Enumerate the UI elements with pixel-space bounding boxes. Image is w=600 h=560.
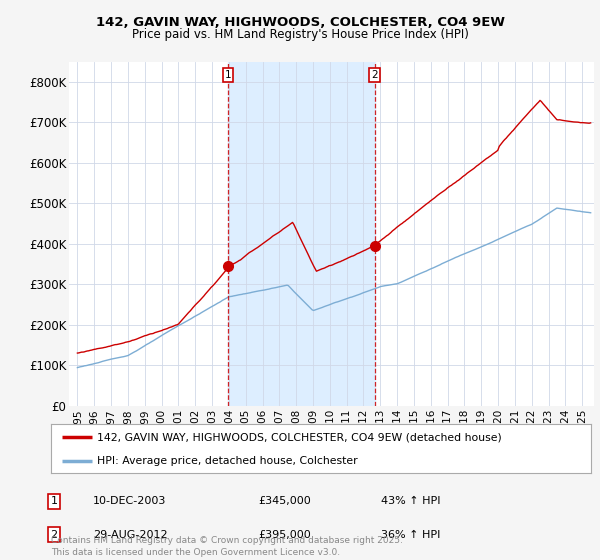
Text: 29-AUG-2012: 29-AUG-2012 [93, 530, 167, 540]
Text: Price paid vs. HM Land Registry's House Price Index (HPI): Price paid vs. HM Land Registry's House … [131, 28, 469, 41]
Text: 36% ↑ HPI: 36% ↑ HPI [381, 530, 440, 540]
Text: 10-DEC-2003: 10-DEC-2003 [93, 496, 166, 506]
Text: 142, GAVIN WAY, HIGHWOODS, COLCHESTER, CO4 9EW (detached house): 142, GAVIN WAY, HIGHWOODS, COLCHESTER, C… [97, 432, 502, 442]
Text: £395,000: £395,000 [258, 530, 311, 540]
Text: 1: 1 [224, 70, 231, 80]
Text: 2: 2 [50, 530, 58, 540]
Text: 142, GAVIN WAY, HIGHWOODS, COLCHESTER, CO4 9EW: 142, GAVIN WAY, HIGHWOODS, COLCHESTER, C… [95, 16, 505, 29]
Text: HPI: Average price, detached house, Colchester: HPI: Average price, detached house, Colc… [97, 456, 358, 466]
Bar [228, 62, 374, 406]
Text: 43% ↑ HPI: 43% ↑ HPI [381, 496, 440, 506]
Text: £345,000: £345,000 [258, 496, 311, 506]
Text: 2: 2 [371, 70, 378, 80]
Text: 1: 1 [50, 496, 58, 506]
Text: Contains HM Land Registry data © Crown copyright and database right 2025.
This d: Contains HM Land Registry data © Crown c… [51, 536, 403, 557]
